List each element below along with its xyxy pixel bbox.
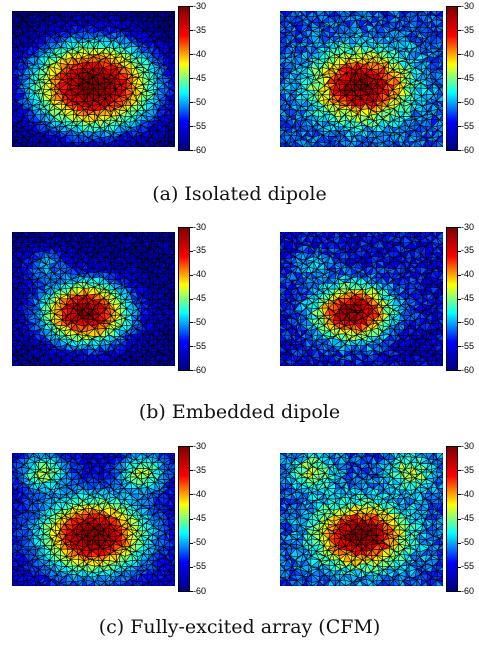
mesh-plot-0-1 — [280, 11, 443, 147]
mesh-triangle — [414, 140, 423, 147]
mesh-triangle — [47, 140, 55, 147]
mesh-triangle — [159, 362, 166, 366]
mesh-plot-1-1 — [280, 232, 443, 366]
mesh-triangle — [81, 141, 87, 147]
mesh-triangle — [82, 361, 88, 366]
mesh-triangle — [124, 358, 131, 366]
mesh-triangle — [294, 140, 305, 147]
mesh-triangle — [146, 140, 154, 147]
mesh-triangle — [37, 359, 46, 366]
mesh-triangle — [337, 142, 347, 147]
mesh-triangle — [329, 141, 334, 147]
heatmap-b-left — [12, 232, 175, 366]
mesh-triangle — [435, 139, 443, 147]
heatmap-a-right — [280, 11, 443, 147]
mesh-plot-1-0 — [12, 232, 175, 366]
mesh-triangle — [145, 360, 155, 366]
mesh-triangle — [26, 139, 33, 147]
mesh-triangle — [17, 359, 22, 366]
mesh-triangle — [58, 140, 67, 147]
mesh-triangle — [169, 140, 175, 147]
mesh-triangle — [103, 141, 109, 147]
mesh-triangle — [316, 141, 326, 147]
mesh-triangle — [72, 142, 79, 147]
mesh-triangle — [92, 139, 101, 147]
mesh-triangle — [29, 360, 36, 366]
mesh-triangle — [124, 141, 132, 147]
mesh-triangle — [283, 142, 291, 147]
heatmap-a-left — [12, 11, 175, 147]
mesh-triangle — [393, 142, 402, 147]
mesh-triangle — [159, 141, 166, 147]
mesh-triangle — [136, 359, 144, 366]
mesh-triangle — [424, 139, 432, 147]
mesh-triangle — [39, 141, 47, 147]
mesh-triangle — [383, 141, 390, 147]
mesh-triangle — [114, 139, 121, 147]
mesh-triangle — [370, 141, 378, 147]
mesh-triangle — [15, 140, 25, 147]
mesh-triangle — [49, 358, 55, 366]
caption-a: (a) Isolated dipole — [152, 183, 327, 205]
mesh-triangle — [306, 139, 313, 147]
mesh-plot-0-0 — [12, 11, 175, 147]
mesh-triangle — [93, 361, 99, 366]
mesh-triangle — [71, 358, 77, 366]
mesh-triangle — [102, 361, 109, 366]
mesh-triangle — [136, 142, 145, 147]
mesh-triangle — [403, 142, 411, 147]
heatmap-b-right — [280, 232, 443, 366]
mesh-triangle — [348, 141, 356, 147]
mesh-triangle — [361, 142, 369, 147]
mesh-triangle — [59, 360, 68, 366]
mesh-triangle — [115, 359, 121, 366]
mesh-triangle — [169, 360, 175, 366]
